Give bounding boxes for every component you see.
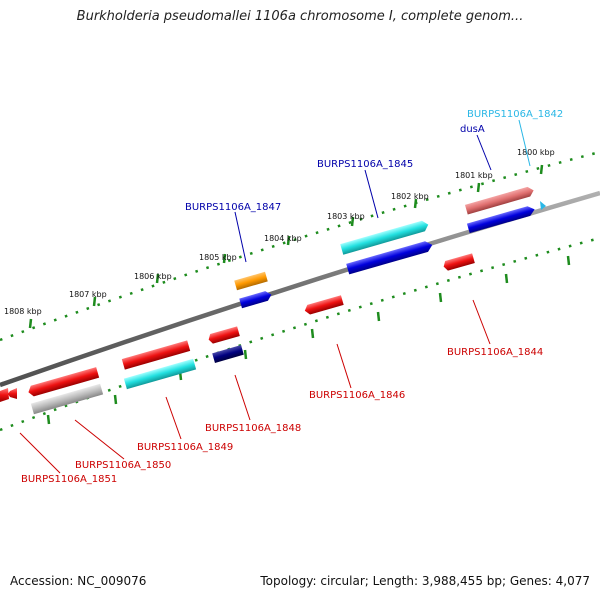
kbp-label-1806: 1806 kbp [134, 272, 172, 281]
kbp-label-1807: 1807 kbp [69, 290, 107, 299]
gene-gray-1850[interactable] [30, 383, 104, 415]
label-burps1106a-1844: BURPS1106A_1844 [447, 347, 543, 358]
label-burps1106a-1845: BURPS1106A_1845 [317, 159, 413, 170]
label-dusa: dusA [460, 124, 485, 135]
label-burps1106a-1849: BURPS1106A_1849 [137, 442, 233, 453]
gene-cyan-1849[interactable] [123, 358, 197, 390]
leader-lines [19, 119, 531, 474]
gene-red-1851-b[interactable] [8, 388, 17, 399]
inner-scale-track [0, 236, 600, 432]
gene-blue-dusa[interactable] [466, 205, 536, 234]
label-burps1106a-1846: BURPS1106A_1846 [309, 390, 405, 401]
map-title: Burkholderia pseudomallei 1106a chromoso… [76, 9, 524, 24]
gene-orange-1847[interactable] [234, 271, 268, 291]
label-burps1106a-1847: BURPS1106A_1847 [185, 202, 281, 213]
kbp-label-1801: 1801 kbp [455, 171, 493, 180]
gene-red-1851-a[interactable] [0, 388, 9, 402]
accession-text: Accession: NC_009076 [10, 574, 147, 588]
outer-scale-track [0, 150, 600, 342]
label-burps1106a-1842: BURPS1106A_1842 [467, 109, 563, 120]
kbp-label-1805: 1805 kbp [199, 253, 237, 262]
gene-red-1850[interactable] [27, 367, 100, 397]
gene-blue-1847[interactable] [239, 290, 273, 309]
gene-red-1848[interactable] [207, 326, 240, 344]
gene-red-1844[interactable] [442, 253, 475, 271]
gene-red-1849[interactable] [121, 340, 191, 370]
kbp-label-1803: 1803 kbp [327, 212, 365, 221]
label-burps1106a-1848: BURPS1106A_1848 [205, 423, 301, 434]
kbp-label-1804: 1804 kbp [264, 234, 302, 243]
upper-strand-genes[interactable] [0, 186, 546, 415]
kbp-label-1800: 1800 kbp [517, 148, 555, 157]
label-burps1106a-1850: BURPS1106A_1850 [75, 460, 171, 471]
kbp-labels: 1800 kbp 1801 kbp 1802 kbp 1803 kbp 1804… [4, 148, 555, 316]
gene-cyan-1842[interactable] [540, 201, 546, 210]
gene-blue-1845[interactable] [346, 240, 434, 275]
lower-strand-genes[interactable] [207, 253, 475, 363]
gene-pink[interactable] [464, 186, 535, 215]
label-burps1106a-1851: BURPS1106A_1851 [21, 474, 117, 485]
gene-navy-1848[interactable] [212, 345, 244, 363]
kbp-label-1808: 1808 kbp [4, 307, 42, 316]
gene-red-1846[interactable] [303, 295, 344, 315]
gene-cyan-1845[interactable] [340, 219, 430, 255]
gene-labels: BURPS1106A_1842 dusA BURPS1106A_1845 BUR… [21, 109, 563, 485]
kbp-label-1802: 1802 kbp [391, 192, 429, 201]
genome-summary-text: Topology: circular; Length: 3,988,455 bp… [260, 574, 590, 588]
